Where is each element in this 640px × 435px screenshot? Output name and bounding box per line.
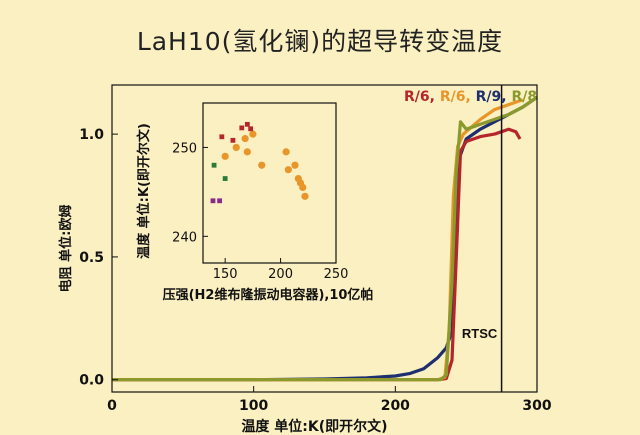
inset-x-tick-label: 150 xyxy=(213,267,238,282)
legend-entry-3: R/9, xyxy=(471,89,507,105)
y-tick-label: 0.5 xyxy=(79,250,104,266)
y-axis-label: 电阻 单位:欧姆 xyxy=(58,205,74,293)
rtsc-annotation: RTSC xyxy=(462,326,498,341)
inset-point xyxy=(301,192,309,200)
inset-point xyxy=(232,143,240,152)
y-tick-label: 0.0 xyxy=(79,373,104,389)
inset-y-axis-label: 温度 单位:K(即开尔文) xyxy=(136,123,152,259)
inset-point xyxy=(291,161,299,169)
legend-text: R/6, R/6, R/9, R/8 xyxy=(404,89,537,105)
inset-point xyxy=(221,152,229,160)
inset-x-tick-label: 200 xyxy=(268,267,293,282)
x-tick-label: 100 xyxy=(239,398,268,414)
y-tick-label: 1.0 xyxy=(79,127,104,143)
inset-x-tick-label: 250 xyxy=(324,267,349,282)
x-tick-label: 300 xyxy=(522,398,551,414)
inset-y-tick-label: 240 xyxy=(172,230,197,245)
inset-point xyxy=(222,176,228,181)
x-tick-label: 0 xyxy=(107,398,117,414)
inset-point xyxy=(258,161,266,169)
main-plot-frame xyxy=(111,84,538,393)
inset-point xyxy=(230,137,236,143)
inset-background xyxy=(203,103,336,263)
inset-point xyxy=(244,121,250,127)
inset-point xyxy=(241,134,249,143)
inset-point xyxy=(248,126,254,132)
inset-point xyxy=(299,183,307,192)
legend-entry-4: R/8 xyxy=(507,89,538,105)
main-axis-ticks: 0 100 200 300 0.0 0.5 1.0 xyxy=(79,127,552,414)
inset-x-axis-label: 压强(H2维布隆振动电容器),10亿帕 xyxy=(163,287,374,303)
inset-point xyxy=(239,125,245,131)
inset-axis-ticks: 150 200 250 240 250 xyxy=(172,141,348,282)
series-line-4 xyxy=(112,95,538,382)
inset-point xyxy=(210,198,216,204)
main-series-group xyxy=(112,95,538,382)
x-axis-label: 温度 单位:K(即开尔文) xyxy=(241,418,387,435)
inset-plot-frame xyxy=(202,102,337,264)
inset-point xyxy=(219,134,225,140)
legend-entry-1: R/6, xyxy=(404,89,435,105)
x-tick-label: 200 xyxy=(381,398,410,414)
main-plot: RTSC 0 100 200 300 0.0 0.5 1.0 R/6, R/6, R/9, … xyxy=(58,84,552,435)
inset-point xyxy=(217,198,223,204)
legend: R/6, R/6, R/9, R/8 xyxy=(404,89,537,105)
page-title: LaH10(氢化镧)的超导转变温度 xyxy=(136,27,504,56)
inset-point xyxy=(282,148,290,156)
inset-point xyxy=(211,162,217,168)
inset-point xyxy=(284,166,292,174)
inset-point xyxy=(249,130,257,138)
legend-entry-2: R/6, xyxy=(435,89,471,105)
inset-points-group xyxy=(210,121,309,204)
inset-plot: 150 200 250 240 250 压强(H2维布隆振动电容器),10亿帕 温度 单… xyxy=(136,102,374,303)
inset-point xyxy=(243,148,251,156)
inset-y-tick-label: 250 xyxy=(172,141,197,156)
